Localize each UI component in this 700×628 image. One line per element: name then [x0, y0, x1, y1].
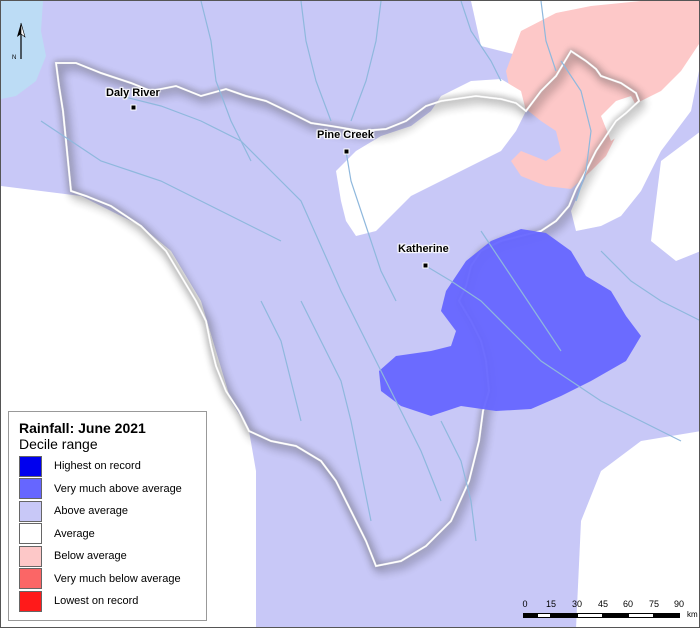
scale-unit: km — [687, 610, 698, 619]
scale-tick: 0 — [522, 599, 528, 609]
scale-tick: 30 — [571, 599, 583, 609]
average-region-east — [651, 132, 699, 261]
river-network — [40, 1, 699, 542]
scale-tick: 15 — [545, 599, 557, 609]
legend-item: Lowest on record — [19, 590, 196, 613]
north-arrow-icon — [17, 22, 26, 59]
legend-label: Very much below average — [54, 572, 181, 585]
scale-tick: 75 — [648, 599, 660, 609]
place-label-daly-river: Daly River — [106, 87, 160, 99]
scale-tick: 60 — [622, 599, 634, 609]
legend-swatch — [19, 500, 42, 522]
average-region-southeast — [576, 431, 699, 627]
scale-tick: 90 — [673, 599, 685, 609]
scale-segment — [551, 613, 577, 618]
legend-label: Average — [54, 527, 95, 540]
legend-swatch — [19, 590, 42, 612]
north-label: N — [12, 55, 17, 61]
scale-segment — [654, 613, 680, 618]
place-label-katherine: Katherine — [398, 243, 449, 255]
legend-item: Very much above average — [19, 478, 196, 501]
legend-swatch — [19, 545, 42, 567]
legend-subtitle: Decile range — [19, 436, 98, 452]
average-region-pine-creek — [336, 79, 526, 236]
legend-swatch — [19, 455, 42, 477]
marker-katherine — [422, 262, 429, 269]
scale-segment — [523, 613, 537, 618]
scale-segment — [537, 613, 551, 618]
legend-label: Highest on record — [54, 460, 141, 473]
legend-item: Very much below average — [19, 568, 196, 591]
marker-pine-creek — [343, 148, 350, 155]
legend-item: Highest on record — [19, 455, 196, 478]
legend-item: Above average — [19, 500, 196, 523]
legend-swatch — [19, 478, 42, 500]
below-average-region — [506, 1, 699, 189]
legend-item: Average — [19, 523, 196, 546]
legend-swatch — [19, 523, 42, 545]
legend-label: Lowest on record — [54, 595, 139, 608]
very-much-above-average-region — [379, 229, 641, 416]
scale-tick: 45 — [597, 599, 609, 609]
legend-label: Below average — [54, 550, 127, 563]
legend-item: Below average — [19, 545, 196, 568]
scale-bar: 0 15 30 45 60 75 90 km — [519, 599, 699, 625]
legend: Rainfall: June 2021 Decile range Highest… — [8, 411, 207, 621]
legend-swatch — [19, 568, 42, 590]
place-label-pine-creek: Pine Creek — [317, 129, 374, 141]
sea-area — [1, 1, 46, 99]
legend-title: Rainfall: June 2021 — [19, 420, 146, 436]
scale-segment — [628, 613, 654, 618]
scale-segment — [577, 613, 603, 618]
scale-segment — [603, 613, 628, 618]
legend-label: Very much above average — [54, 482, 182, 495]
marker-daly-river — [130, 104, 137, 111]
legend-label: Above average — [54, 505, 128, 518]
